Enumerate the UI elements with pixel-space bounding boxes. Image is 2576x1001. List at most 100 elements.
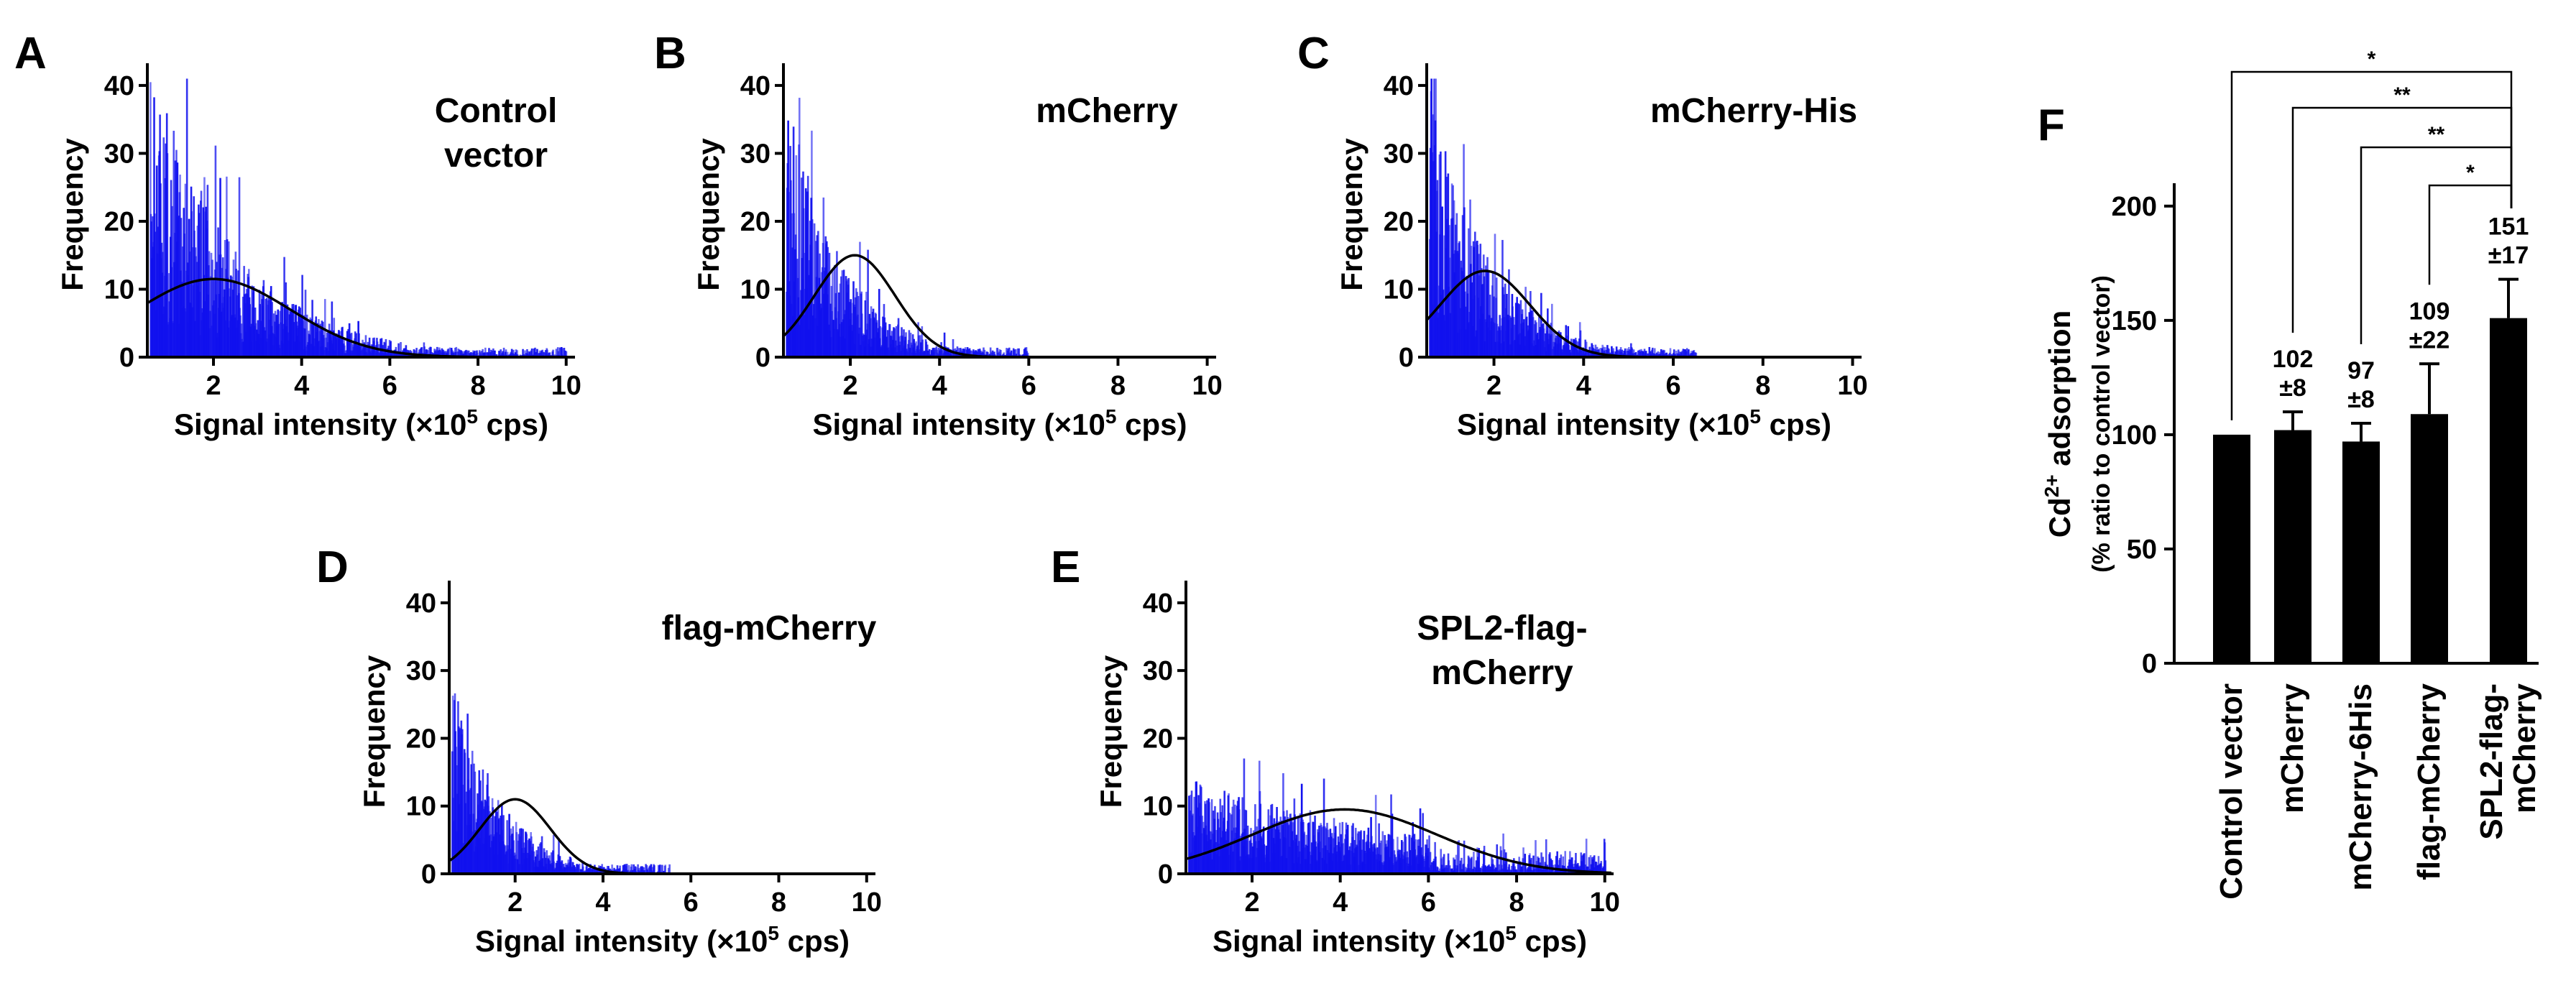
histogram-bar	[1418, 839, 1420, 874]
histogram-bar	[1446, 218, 1448, 357]
histogram-bar	[798, 98, 801, 357]
x-tick-label: 2	[507, 887, 523, 918]
x-axis-label: Signal intensity (×105 cps)	[1213, 922, 1587, 958]
histogram-bar	[1655, 352, 1658, 357]
histogram-bar	[1605, 349, 1608, 357]
histogram-bar	[513, 354, 516, 357]
histogram-bar	[349, 333, 351, 357]
histogram-bar	[1210, 799, 1213, 874]
histogram-bar	[1427, 848, 1430, 874]
histogram-bar	[1448, 257, 1451, 357]
histogram-bar	[1653, 348, 1656, 357]
histogram-bars	[1188, 758, 1606, 874]
histogram-bar	[828, 252, 831, 357]
histogram-bar	[1588, 857, 1591, 874]
y-tick-label: 30	[406, 656, 436, 686]
histogram-bar	[1498, 864, 1501, 874]
y-axis-label: Frequency	[1335, 138, 1368, 291]
x-tick-label: 10	[1590, 887, 1620, 918]
histogram-bar	[528, 351, 530, 357]
histogram-bar	[1612, 348, 1614, 357]
y-tick-label: 0	[755, 343, 770, 373]
histogram-bar	[1362, 839, 1364, 874]
panel-label: E	[1051, 543, 1080, 592]
histogram-bar	[1581, 855, 1583, 874]
histogram-bar	[1537, 856, 1539, 874]
y-tick-label: 20	[1384, 207, 1414, 237]
histogram-bar	[1432, 858, 1435, 874]
histogram-bar	[1601, 344, 1604, 357]
histogram-bar	[1212, 811, 1215, 874]
histogram-bar	[1596, 346, 1598, 357]
histogram-bar	[1333, 818, 1335, 874]
histogram-bar	[426, 350, 429, 357]
histogram-bar	[943, 332, 946, 357]
category-label: flag-mCherry	[2411, 683, 2447, 880]
histogram-bar	[1441, 206, 1443, 357]
histogram-bar	[1530, 310, 1533, 357]
bar-chart-panel-f: F 0 50 100 150 200 Cd2+ adsorption (% ratio to …	[2038, 47, 2542, 900]
histogram-bar	[543, 352, 546, 357]
histogram-bar	[355, 333, 358, 357]
histogram-bar	[1280, 820, 1283, 874]
histogram-bar	[380, 338, 383, 357]
histogram-bar	[1454, 864, 1456, 874]
histogram-bar	[1299, 813, 1302, 874]
histogram-bar	[523, 354, 525, 357]
histogram-bar	[1228, 793, 1230, 874]
histogram-bar	[274, 310, 277, 357]
histogram-bar	[1487, 272, 1490, 357]
histogram-bar	[664, 864, 667, 874]
histogram-bar	[1325, 828, 1328, 874]
histogram-bar	[397, 343, 400, 357]
histogram-bar	[606, 866, 609, 874]
histogram-panel-a: 0 10 20 30 40 2 4 6 8 10 Frequency Signal intensity…	[14, 29, 581, 441]
histogram-bar	[839, 283, 842, 357]
histogram-bar	[1505, 859, 1508, 874]
histogram-bar	[1443, 235, 1445, 357]
histogram-bar	[1479, 244, 1482, 357]
condition-title: SPL2-flag-	[1417, 609, 1587, 647]
histogram-bar	[942, 349, 944, 357]
histogram-bar	[1246, 825, 1249, 874]
histogram-bar	[321, 320, 323, 357]
histogram-bar	[1559, 857, 1561, 874]
histogram-bar	[506, 351, 509, 357]
histogram-bar	[172, 130, 175, 357]
histogram-bar	[791, 247, 794, 357]
histogram-bar	[484, 799, 487, 874]
x-tick-label: 2	[206, 371, 221, 401]
histogram-bar	[344, 345, 346, 357]
histogram-bar	[1430, 862, 1433, 874]
histogram-bar	[1483, 846, 1486, 874]
histogram-bar	[1428, 835, 1430, 874]
histogram-bar	[949, 349, 952, 357]
histogram-bar	[516, 350, 518, 357]
histogram-bar	[895, 326, 898, 357]
histogram-bar	[316, 331, 318, 357]
histogram-panel-c: 0 10 20 30 40 2 4 6 8 10 Frequency Signal intensity…	[1297, 29, 1868, 441]
histogram-bar	[244, 303, 247, 357]
histogram-bar	[165, 143, 167, 357]
x-tick-label: 6	[684, 887, 699, 918]
histogram-bar	[1473, 867, 1476, 874]
histogram-bar	[350, 333, 353, 357]
histogram-bar	[286, 304, 289, 357]
y-axis-label-end: adsorption	[2043, 310, 2076, 475]
histogram-bar	[635, 867, 638, 874]
histogram-bar	[1675, 350, 1678, 357]
histogram-bar	[280, 303, 282, 357]
x-axis-label-end: cps)	[779, 924, 850, 958]
histogram-bar	[811, 219, 814, 357]
histogram-bar	[1263, 844, 1266, 874]
histogram-bar	[1494, 234, 1496, 357]
histogram-bar	[1674, 354, 1677, 357]
histogram-bar	[1297, 816, 1300, 874]
histogram-bar	[1018, 348, 1020, 357]
value-label: 109	[2409, 297, 2450, 325]
histogram-bar	[1542, 857, 1545, 874]
histogram-bar	[533, 348, 535, 357]
histogram-bar	[1611, 346, 1613, 357]
x-axis-label-end: cps)	[1517, 924, 1587, 958]
histogram-bar	[1643, 349, 1646, 357]
